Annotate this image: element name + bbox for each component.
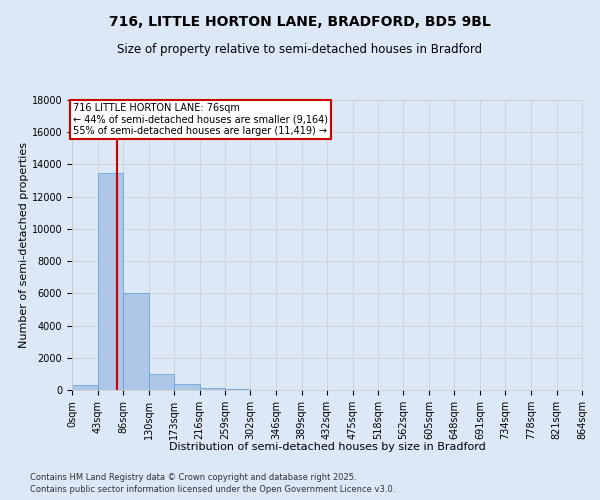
Text: Size of property relative to semi-detached houses in Bradford: Size of property relative to semi-detach… [118, 42, 482, 56]
Y-axis label: Number of semi-detached properties: Number of semi-detached properties [19, 142, 29, 348]
Bar [199, 388, 225, 390]
Bar [72, 385, 97, 390]
Bar [149, 374, 174, 390]
Bar [97, 172, 123, 390]
Text: Contains public sector information licensed under the Open Government Licence v3: Contains public sector information licen… [30, 485, 395, 494]
Text: 716, LITTLE HORTON LANE, BRADFORD, BD5 9BL: 716, LITTLE HORTON LANE, BRADFORD, BD5 9… [109, 15, 491, 29]
Text: 716 LITTLE HORTON LANE: 76sqm
← 44% of semi-detached houses are smaller (9,164)
: 716 LITTLE HORTON LANE: 76sqm ← 44% of s… [73, 103, 328, 136]
Bar [174, 384, 199, 390]
Bar [123, 294, 149, 390]
Bar [225, 388, 251, 390]
X-axis label: Distribution of semi-detached houses by size in Bradford: Distribution of semi-detached houses by … [169, 442, 485, 452]
Text: Contains HM Land Registry data © Crown copyright and database right 2025.: Contains HM Land Registry data © Crown c… [30, 472, 356, 482]
